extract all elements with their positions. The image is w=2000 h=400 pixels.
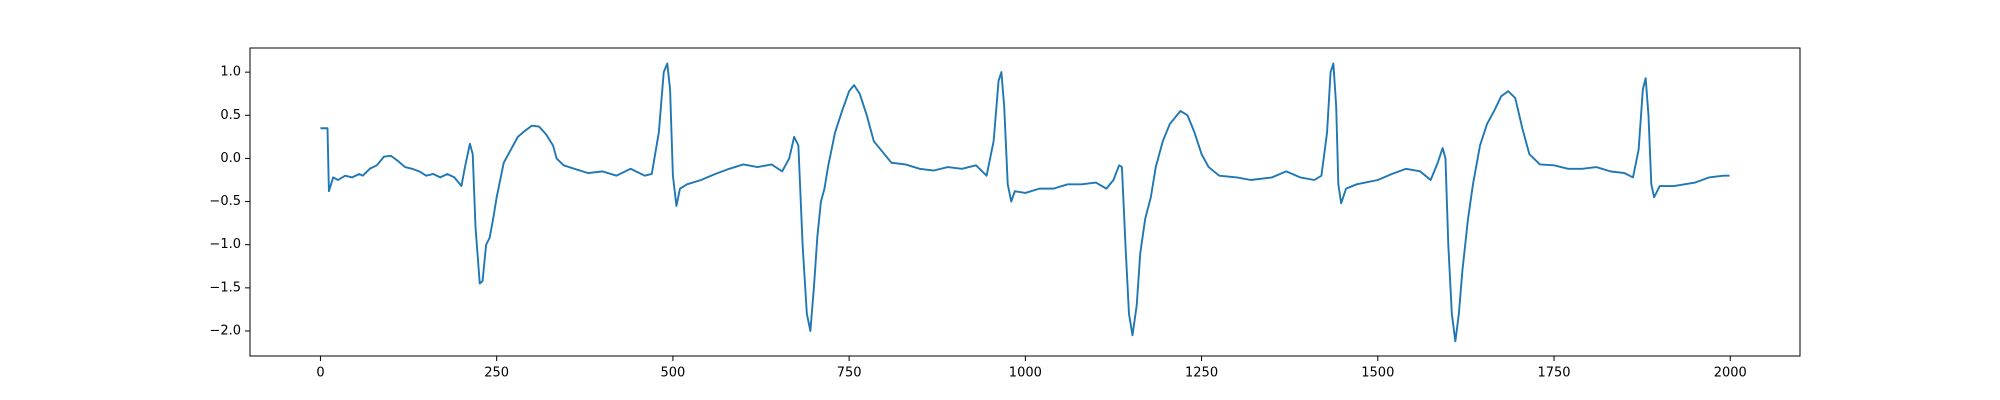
x-tick-label: 1250 xyxy=(1185,366,1218,381)
y-tick-label: 1.0 xyxy=(220,65,241,80)
x-tick-label: 500 xyxy=(660,366,685,381)
x-tick-label: 250 xyxy=(484,366,509,381)
y-tick-label: 0.5 xyxy=(220,108,241,123)
x-tick-label: 750 xyxy=(837,366,862,381)
line xyxy=(320,62,1730,343)
y-tick-label: −0.5 xyxy=(209,194,241,209)
y-tick-label: 0.0 xyxy=(220,151,241,166)
x-tick-label: 1500 xyxy=(1361,366,1394,381)
x-tick-label: 1750 xyxy=(1537,366,1570,381)
x-tick-label: 0 xyxy=(316,366,324,381)
y-tick-label: −1.0 xyxy=(209,237,241,252)
x-tick-label: 2000 xyxy=(1714,366,1747,381)
y-tick-label: −1.5 xyxy=(209,280,241,295)
y-tick-label: −2.0 xyxy=(209,323,241,338)
plot-frame xyxy=(249,47,1801,357)
x-tick-label: 1000 xyxy=(1009,366,1042,381)
